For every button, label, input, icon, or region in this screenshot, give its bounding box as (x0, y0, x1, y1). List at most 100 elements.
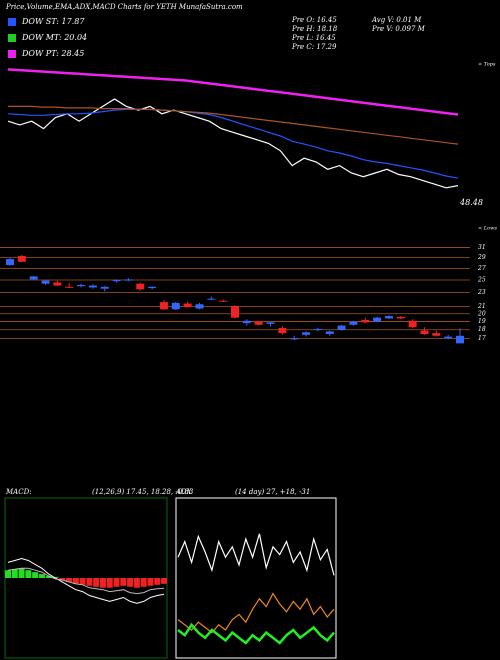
candle-body (53, 282, 62, 286)
legend-swatch (8, 34, 16, 42)
price-line (7, 108, 459, 179)
macd-line (7, 567, 165, 595)
y-tick-label: 31 (478, 244, 486, 251)
macd-bar (72, 578, 79, 584)
legend-entry: DOW MT: 20.04 (21, 33, 87, 42)
tops-label: < Tops (478, 62, 496, 68)
candle-body (313, 328, 322, 330)
candle-body (65, 286, 74, 288)
adx-params: (14 day) 27, +18, -31 (235, 488, 310, 496)
adx-line (177, 622, 335, 645)
price-line (7, 68, 459, 116)
macd-bar (25, 570, 32, 578)
macd-bar (66, 578, 73, 582)
candle-body (6, 259, 14, 266)
macd-bar (113, 578, 120, 587)
candle-body (420, 330, 429, 335)
macd-bar (127, 578, 134, 587)
page-title: Price,Volume,EMA,ADX,MACD Charts for YET… (5, 3, 243, 11)
adx-line (177, 533, 335, 576)
candle-body (124, 279, 133, 281)
macd-bar (140, 578, 147, 587)
macd-bar (147, 578, 154, 586)
candle-body (432, 333, 441, 336)
candle-body (254, 321, 263, 325)
candle-body (183, 303, 192, 308)
y-tick-label: 25 (477, 276, 486, 283)
candle-body (408, 320, 417, 328)
candle-body (88, 285, 97, 288)
candle-body (77, 284, 86, 287)
macd-bar (133, 578, 140, 588)
legend-swatch (8, 50, 16, 58)
macd-line (7, 557, 165, 604)
candle-body (29, 276, 38, 280)
candle-body (302, 332, 311, 335)
candle-body (456, 335, 464, 344)
macd-title: MACD: (5, 488, 32, 496)
candle-body (325, 331, 334, 335)
y-tick-label: 29 (477, 254, 486, 261)
info-text: Pre L: 16.45 (291, 34, 336, 42)
macd-bar (99, 578, 106, 588)
macd-bar (11, 569, 18, 578)
candle-body (100, 286, 109, 289)
y-tick-label: 18 (478, 326, 486, 333)
candle-body (41, 280, 50, 284)
macd-bar (86, 578, 93, 586)
info-text: Avg V: 0.01 M (371, 16, 422, 24)
info-text: Pre O: 16.45 (291, 16, 337, 24)
info-text: Pre C: 17.29 (291, 43, 337, 51)
candle-body (266, 322, 275, 324)
candle-body (231, 306, 239, 318)
macd-bar (59, 578, 66, 580)
candle-body (396, 316, 405, 319)
candle-body (148, 286, 157, 289)
candle-body (17, 255, 26, 262)
candle-body (337, 325, 346, 330)
y-tick-label: 20 (477, 310, 486, 317)
macd-bar (120, 578, 127, 586)
y-tick-label: 19 (478, 318, 486, 325)
candle-body (373, 317, 382, 322)
candle-body (219, 300, 228, 302)
price-annotation: 48.48 (459, 198, 483, 207)
y-tick-label: 17 (478, 335, 486, 342)
macd-params: (12,26,9) 17.45, 18.28, -0.83 (92, 488, 194, 496)
macd-bar (93, 578, 100, 587)
price-line (8, 105, 459, 145)
adx-line (177, 592, 335, 634)
adx-frame (175, 497, 337, 659)
info-text: Pre V: 0.097 M (371, 25, 426, 33)
macd-bar (5, 570, 11, 578)
candle-body (207, 298, 216, 300)
candle-body (290, 338, 299, 340)
info-text: Pre H: 18.18 (291, 25, 338, 33)
y-tick-label: 21 (477, 303, 486, 310)
candle-body (361, 319, 370, 323)
candle-body (195, 304, 204, 309)
lows-label: < Lows (478, 226, 497, 232)
price-line (7, 98, 459, 189)
adx-title: ADX (175, 488, 193, 496)
candle-body (242, 320, 251, 324)
macd-bar (38, 574, 45, 578)
macd-bar (79, 578, 86, 585)
macd-bar (154, 578, 161, 585)
legend-entry: DOW ST: 17.87 (21, 17, 85, 26)
candle-body (349, 321, 358, 325)
candle-body (159, 302, 168, 310)
macd-bar (45, 576, 52, 578)
macd-bar (161, 578, 167, 584)
y-tick-label: 27 (477, 265, 486, 272)
macd-bar (32, 572, 39, 578)
candle-body (112, 279, 121, 282)
candle-body (171, 302, 180, 310)
candle-body (444, 336, 453, 339)
candle-body (136, 283, 145, 290)
y-tick-label: 23 (477, 289, 486, 296)
macd-bar (106, 578, 113, 588)
candle-body (384, 316, 393, 319)
legend-entry: DOW PT: 28.45 (21, 49, 84, 58)
